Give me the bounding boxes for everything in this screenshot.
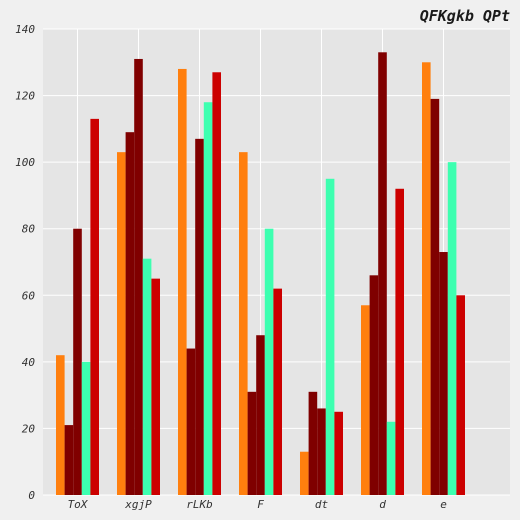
bar <box>334 411 343 495</box>
bar <box>117 152 126 495</box>
bar <box>395 188 404 495</box>
bar <box>203 102 213 495</box>
x-tick-label: dt <box>315 498 329 511</box>
y-tick-label: 40 <box>22 356 36 369</box>
bar <box>142 258 152 495</box>
bar <box>264 228 274 495</box>
y-tick-label: 80 <box>22 223 36 236</box>
bar <box>247 391 257 495</box>
x-tick-label: ToX <box>68 498 89 511</box>
bar <box>456 295 465 495</box>
bar <box>239 152 248 495</box>
bar <box>447 162 457 495</box>
x-tick-label: rLKb <box>186 498 213 511</box>
bar <box>439 252 448 495</box>
x-tick-label: xgjP <box>124 498 152 511</box>
chart-title: QFKgkb QPt <box>420 7 510 25</box>
bar <box>422 62 431 496</box>
y-tick-label: 120 <box>15 90 35 103</box>
bar <box>81 361 91 495</box>
x-tick-label: F <box>257 498 264 511</box>
x-tick-label: e <box>440 498 447 511</box>
bar <box>325 178 335 496</box>
bar <box>378 52 387 496</box>
bar <box>134 58 143 495</box>
bar <box>308 391 318 495</box>
y-tick-label: 140 <box>15 23 35 36</box>
bar <box>186 348 196 495</box>
bar <box>73 228 82 495</box>
bar <box>273 288 282 495</box>
y-tick-label: 20 <box>22 422 36 435</box>
bar <box>430 98 440 496</box>
bar <box>64 425 74 495</box>
bar <box>125 132 135 495</box>
y-axis: 0 20 40 60 80 100 120 140 <box>15 23 35 502</box>
bar <box>178 68 187 495</box>
bar <box>151 278 160 495</box>
bar <box>90 118 99 495</box>
bars <box>56 52 465 496</box>
bar <box>195 138 204 496</box>
bar <box>386 421 396 495</box>
y-tick-label: 0 <box>28 489 35 502</box>
x-tick-label: d <box>379 498 386 511</box>
bar <box>212 72 221 496</box>
bar <box>361 305 370 495</box>
y-tick-label: 60 <box>22 289 36 302</box>
bar <box>317 408 326 495</box>
y-tick-label: 100 <box>15 156 35 169</box>
bar <box>369 275 379 495</box>
bar <box>256 335 265 495</box>
bar <box>56 355 65 495</box>
bar <box>300 451 309 495</box>
